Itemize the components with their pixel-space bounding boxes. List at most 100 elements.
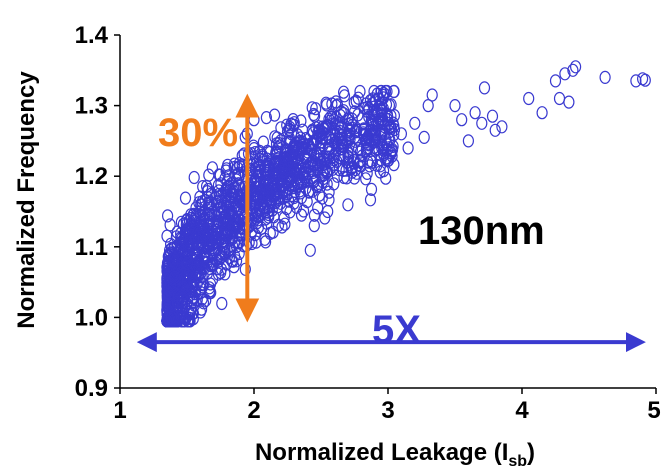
data-point bbox=[300, 172, 313, 186]
data-point bbox=[283, 173, 295, 187]
data-point bbox=[312, 201, 324, 215]
data-point bbox=[388, 84, 400, 99]
data-point bbox=[163, 289, 175, 303]
data-point bbox=[199, 250, 211, 264]
data-point bbox=[553, 91, 566, 106]
data-point bbox=[378, 148, 390, 162]
data-point bbox=[348, 95, 360, 110]
data-point bbox=[338, 85, 350, 99]
data-point bbox=[282, 160, 294, 174]
data-point bbox=[276, 220, 288, 234]
data-point bbox=[302, 159, 314, 173]
x-axis-title-text: Normalized Leakage (I bbox=[255, 439, 508, 466]
data-point bbox=[384, 120, 396, 134]
data-point bbox=[176, 246, 188, 260]
data-point bbox=[213, 206, 225, 221]
data-point bbox=[328, 177, 340, 191]
data-point bbox=[269, 108, 281, 122]
data-point bbox=[198, 221, 210, 235]
leakage-spread-label: 5X bbox=[372, 308, 421, 352]
data-point bbox=[409, 116, 421, 130]
data-point bbox=[358, 122, 370, 136]
x-axis-title-suffix: ) bbox=[527, 439, 535, 466]
y-tick-label: 1.3 bbox=[75, 93, 108, 120]
data-point bbox=[213, 247, 225, 261]
data-point bbox=[381, 152, 393, 166]
data-point bbox=[191, 293, 203, 307]
data-point bbox=[306, 184, 319, 198]
y-tick-label: 0.9 bbox=[75, 375, 108, 402]
data-point bbox=[162, 311, 174, 325]
data-point bbox=[478, 81, 491, 95]
data-point bbox=[187, 208, 199, 222]
data-point bbox=[322, 204, 334, 219]
data-point bbox=[194, 190, 206, 204]
data-point bbox=[295, 114, 307, 128]
data-point bbox=[179, 191, 192, 205]
data-point bbox=[220, 164, 232, 178]
data-point bbox=[385, 98, 397, 112]
data-point bbox=[179, 247, 191, 261]
data-point bbox=[257, 135, 269, 149]
data-point bbox=[323, 193, 335, 207]
data-point bbox=[182, 232, 194, 247]
data-point bbox=[268, 210, 280, 224]
data-point bbox=[328, 113, 340, 127]
data-point bbox=[259, 163, 271, 177]
data-point bbox=[304, 243, 316, 257]
data-point bbox=[188, 170, 200, 185]
data-point bbox=[567, 63, 579, 77]
data-point bbox=[184, 311, 196, 325]
data-point bbox=[213, 254, 225, 268]
data-point bbox=[639, 73, 651, 87]
data-point bbox=[368, 100, 380, 114]
data-point bbox=[361, 141, 373, 155]
data-point bbox=[350, 163, 362, 177]
data-point bbox=[342, 144, 354, 159]
data-point bbox=[367, 105, 379, 120]
data-point bbox=[380, 97, 393, 112]
data-point bbox=[310, 102, 322, 116]
data-point bbox=[272, 174, 284, 188]
y-tick-label: 1.0 bbox=[75, 304, 108, 331]
data-point bbox=[207, 254, 219, 268]
data-point bbox=[343, 131, 355, 145]
x-axis-title-subscript: sb bbox=[508, 453, 527, 470]
data-point bbox=[193, 196, 205, 210]
data-point bbox=[193, 239, 206, 253]
data-point bbox=[354, 84, 366, 99]
data-point bbox=[395, 127, 407, 141]
data-point bbox=[206, 238, 218, 252]
data-point bbox=[298, 204, 310, 218]
data-point bbox=[169, 250, 181, 264]
data-point bbox=[248, 113, 260, 127]
data-point bbox=[275, 196, 287, 210]
data-point bbox=[418, 130, 430, 144]
data-point bbox=[563, 95, 575, 109]
data-point bbox=[319, 211, 331, 225]
data-point bbox=[476, 116, 488, 130]
data-point bbox=[206, 205, 218, 219]
data-point bbox=[162, 209, 174, 223]
data-point bbox=[196, 252, 208, 266]
data-point bbox=[211, 220, 223, 234]
data-point bbox=[267, 176, 279, 190]
data-point bbox=[283, 194, 295, 208]
data-point bbox=[204, 234, 216, 248]
data-point bbox=[328, 157, 340, 171]
data-point bbox=[599, 70, 611, 85]
data-point bbox=[171, 295, 184, 309]
data-point bbox=[349, 134, 361, 148]
data-points bbox=[161, 60, 651, 328]
data-point bbox=[402, 141, 414, 155]
data-point bbox=[342, 112, 354, 127]
y-tick-label: 1.2 bbox=[75, 163, 108, 190]
x-tick-label: 4 bbox=[515, 397, 529, 424]
data-point bbox=[361, 166, 373, 180]
data-point bbox=[342, 198, 354, 212]
x-tick-label: 2 bbox=[247, 397, 260, 424]
data-point bbox=[549, 74, 562, 88]
data-point bbox=[206, 161, 218, 175]
data-point bbox=[279, 217, 291, 231]
